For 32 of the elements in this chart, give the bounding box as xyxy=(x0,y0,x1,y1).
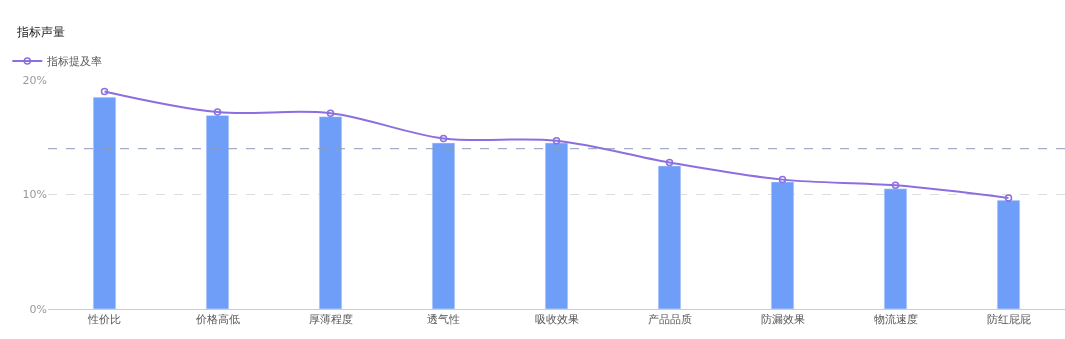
x-tick-label: 性价比 xyxy=(87,313,121,327)
bar xyxy=(770,181,795,309)
bar xyxy=(92,96,117,309)
x-tick-label: 厚薄程度 xyxy=(308,313,353,327)
point xyxy=(439,134,448,143)
bar xyxy=(657,165,682,309)
x-tick-label: 价格高低 xyxy=(194,313,240,327)
bar xyxy=(544,142,569,309)
point xyxy=(891,181,900,190)
y-tick-label: 20% xyxy=(22,73,47,87)
point xyxy=(552,136,561,145)
point xyxy=(100,87,109,96)
y-tick-label: 10% xyxy=(22,188,47,202)
chart-title: 指标声量 xyxy=(16,24,66,39)
bar xyxy=(996,199,1021,309)
x-tick-label: 透气性 xyxy=(427,313,460,327)
x-tick-label: 防漏效果 xyxy=(760,313,805,327)
point xyxy=(213,108,222,116)
bar xyxy=(318,116,343,309)
point xyxy=(1004,194,1013,202)
point xyxy=(665,158,674,167)
bar xyxy=(431,142,456,309)
x-tick-label: 产品品质 xyxy=(647,313,692,327)
point xyxy=(326,109,335,117)
bar xyxy=(883,188,908,309)
x-tick-label: 吸收效果 xyxy=(534,313,579,327)
x-tick-label: 防红屁屁 xyxy=(986,313,1031,327)
point xyxy=(778,175,787,184)
x-tick-label: 物流速度 xyxy=(873,313,918,327)
bar xyxy=(205,115,230,309)
y-tick-label: 0% xyxy=(29,302,47,316)
legend-label: 指标提及率 xyxy=(46,55,103,69)
